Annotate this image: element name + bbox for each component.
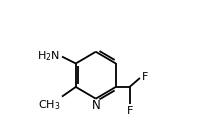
- Text: F: F: [126, 106, 133, 116]
- Text: H$_2$N: H$_2$N: [37, 49, 60, 63]
- Text: F: F: [142, 72, 148, 82]
- Text: CH$_3$: CH$_3$: [38, 98, 60, 112]
- Text: N: N: [91, 99, 100, 112]
